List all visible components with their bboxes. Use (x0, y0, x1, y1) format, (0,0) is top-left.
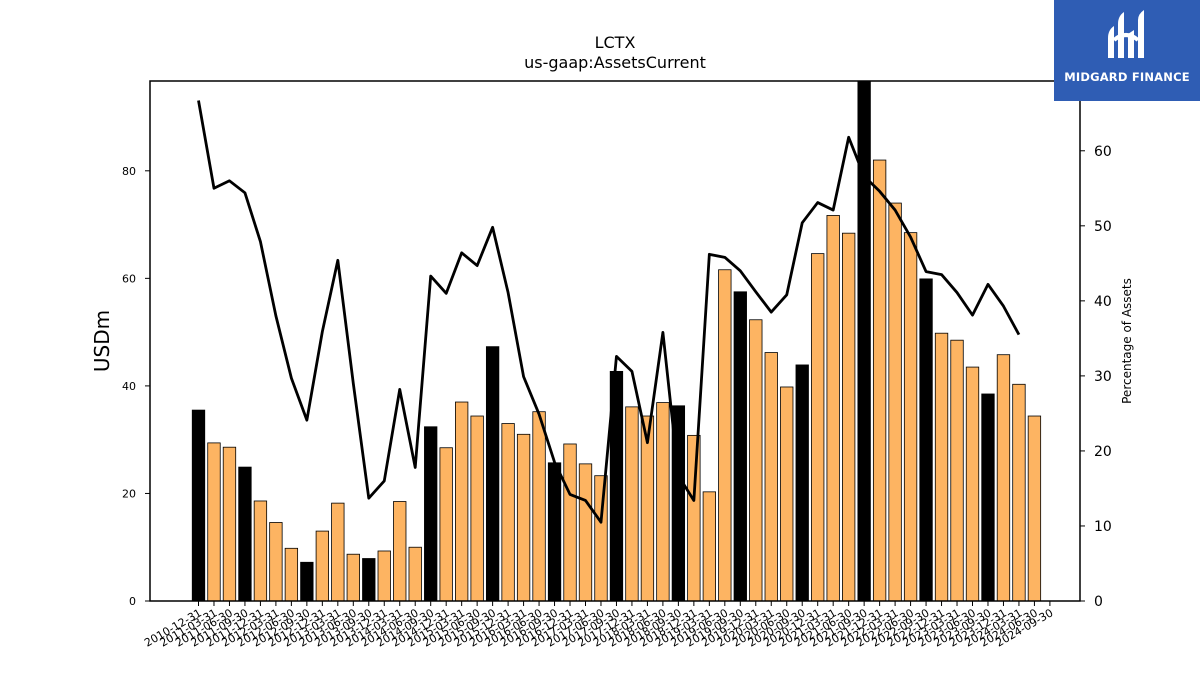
bar (532, 411, 546, 602)
bar (253, 500, 268, 602)
bar (872, 159, 887, 602)
bar (516, 433, 531, 602)
bar (222, 446, 237, 602)
bar (625, 406, 639, 602)
brand-logo: MIDGARD FINANCE (1054, 0, 1200, 101)
bar (687, 434, 701, 602)
percentage-line (197, 100, 1021, 524)
bar (950, 339, 964, 602)
bar (547, 462, 562, 602)
bar (393, 501, 407, 602)
bar (594, 475, 608, 602)
bar (315, 530, 329, 602)
bar (795, 364, 809, 602)
bar (377, 550, 391, 602)
bar (578, 463, 593, 602)
bar (842, 232, 856, 602)
plot-frame (149, 80, 1081, 602)
y-tick-label: 20 (122, 487, 136, 500)
y2-tick-label: 30 (1094, 369, 1112, 385)
bar (346, 553, 360, 602)
bar (439, 447, 453, 602)
bar (284, 547, 299, 602)
y2-tick-label: 10 (1094, 519, 1112, 535)
midgard-logo-icon (1108, 10, 1144, 58)
bar (455, 401, 469, 602)
bar (424, 426, 438, 602)
y-tick-label: 80 (122, 165, 136, 178)
bar (470, 415, 484, 602)
y2-axis-label: Percentage of Assets (1120, 278, 1134, 404)
bar (331, 502, 345, 602)
bar (362, 558, 376, 602)
bar (563, 443, 577, 602)
bar (191, 409, 206, 602)
bar (934, 332, 949, 602)
bar (857, 80, 871, 602)
bar (826, 215, 840, 602)
bar (811, 253, 825, 602)
bar (408, 546, 422, 602)
bar (780, 386, 794, 602)
y2-tick-label: 40 (1094, 294, 1112, 310)
bar (981, 393, 995, 602)
y-tick-label: 40 (122, 380, 136, 393)
bar (764, 352, 778, 602)
y2-tick-label: 50 (1094, 219, 1112, 235)
chart-title: LCTX (595, 33, 636, 52)
y2-tick-label: 20 (1094, 444, 1112, 460)
bar (656, 402, 670, 602)
y-tick-label: 60 (122, 272, 136, 285)
logo-text: MIDGARD FINANCE (1064, 70, 1190, 84)
bar (1012, 383, 1026, 602)
chart-subtitle: us-gaap:AssetsCurrent (524, 53, 706, 72)
y-tick-label: 0 (129, 595, 136, 608)
bar (718, 269, 732, 602)
bar (238, 466, 252, 602)
bar (300, 561, 314, 602)
y2-tick-label: 0 (1094, 594, 1103, 610)
bar (485, 346, 500, 602)
bar (733, 291, 747, 602)
bar (501, 423, 515, 602)
bar (269, 522, 283, 602)
bar (903, 232, 918, 602)
bar (749, 319, 763, 602)
bar (996, 354, 1011, 602)
bar (965, 366, 980, 602)
bar (919, 278, 933, 602)
bar (702, 491, 716, 602)
y-axis-label: USDm (90, 310, 114, 372)
bar (207, 442, 221, 602)
bar (888, 202, 902, 602)
bar (1027, 415, 1042, 602)
y2-tick-label: 60 (1094, 144, 1112, 160)
